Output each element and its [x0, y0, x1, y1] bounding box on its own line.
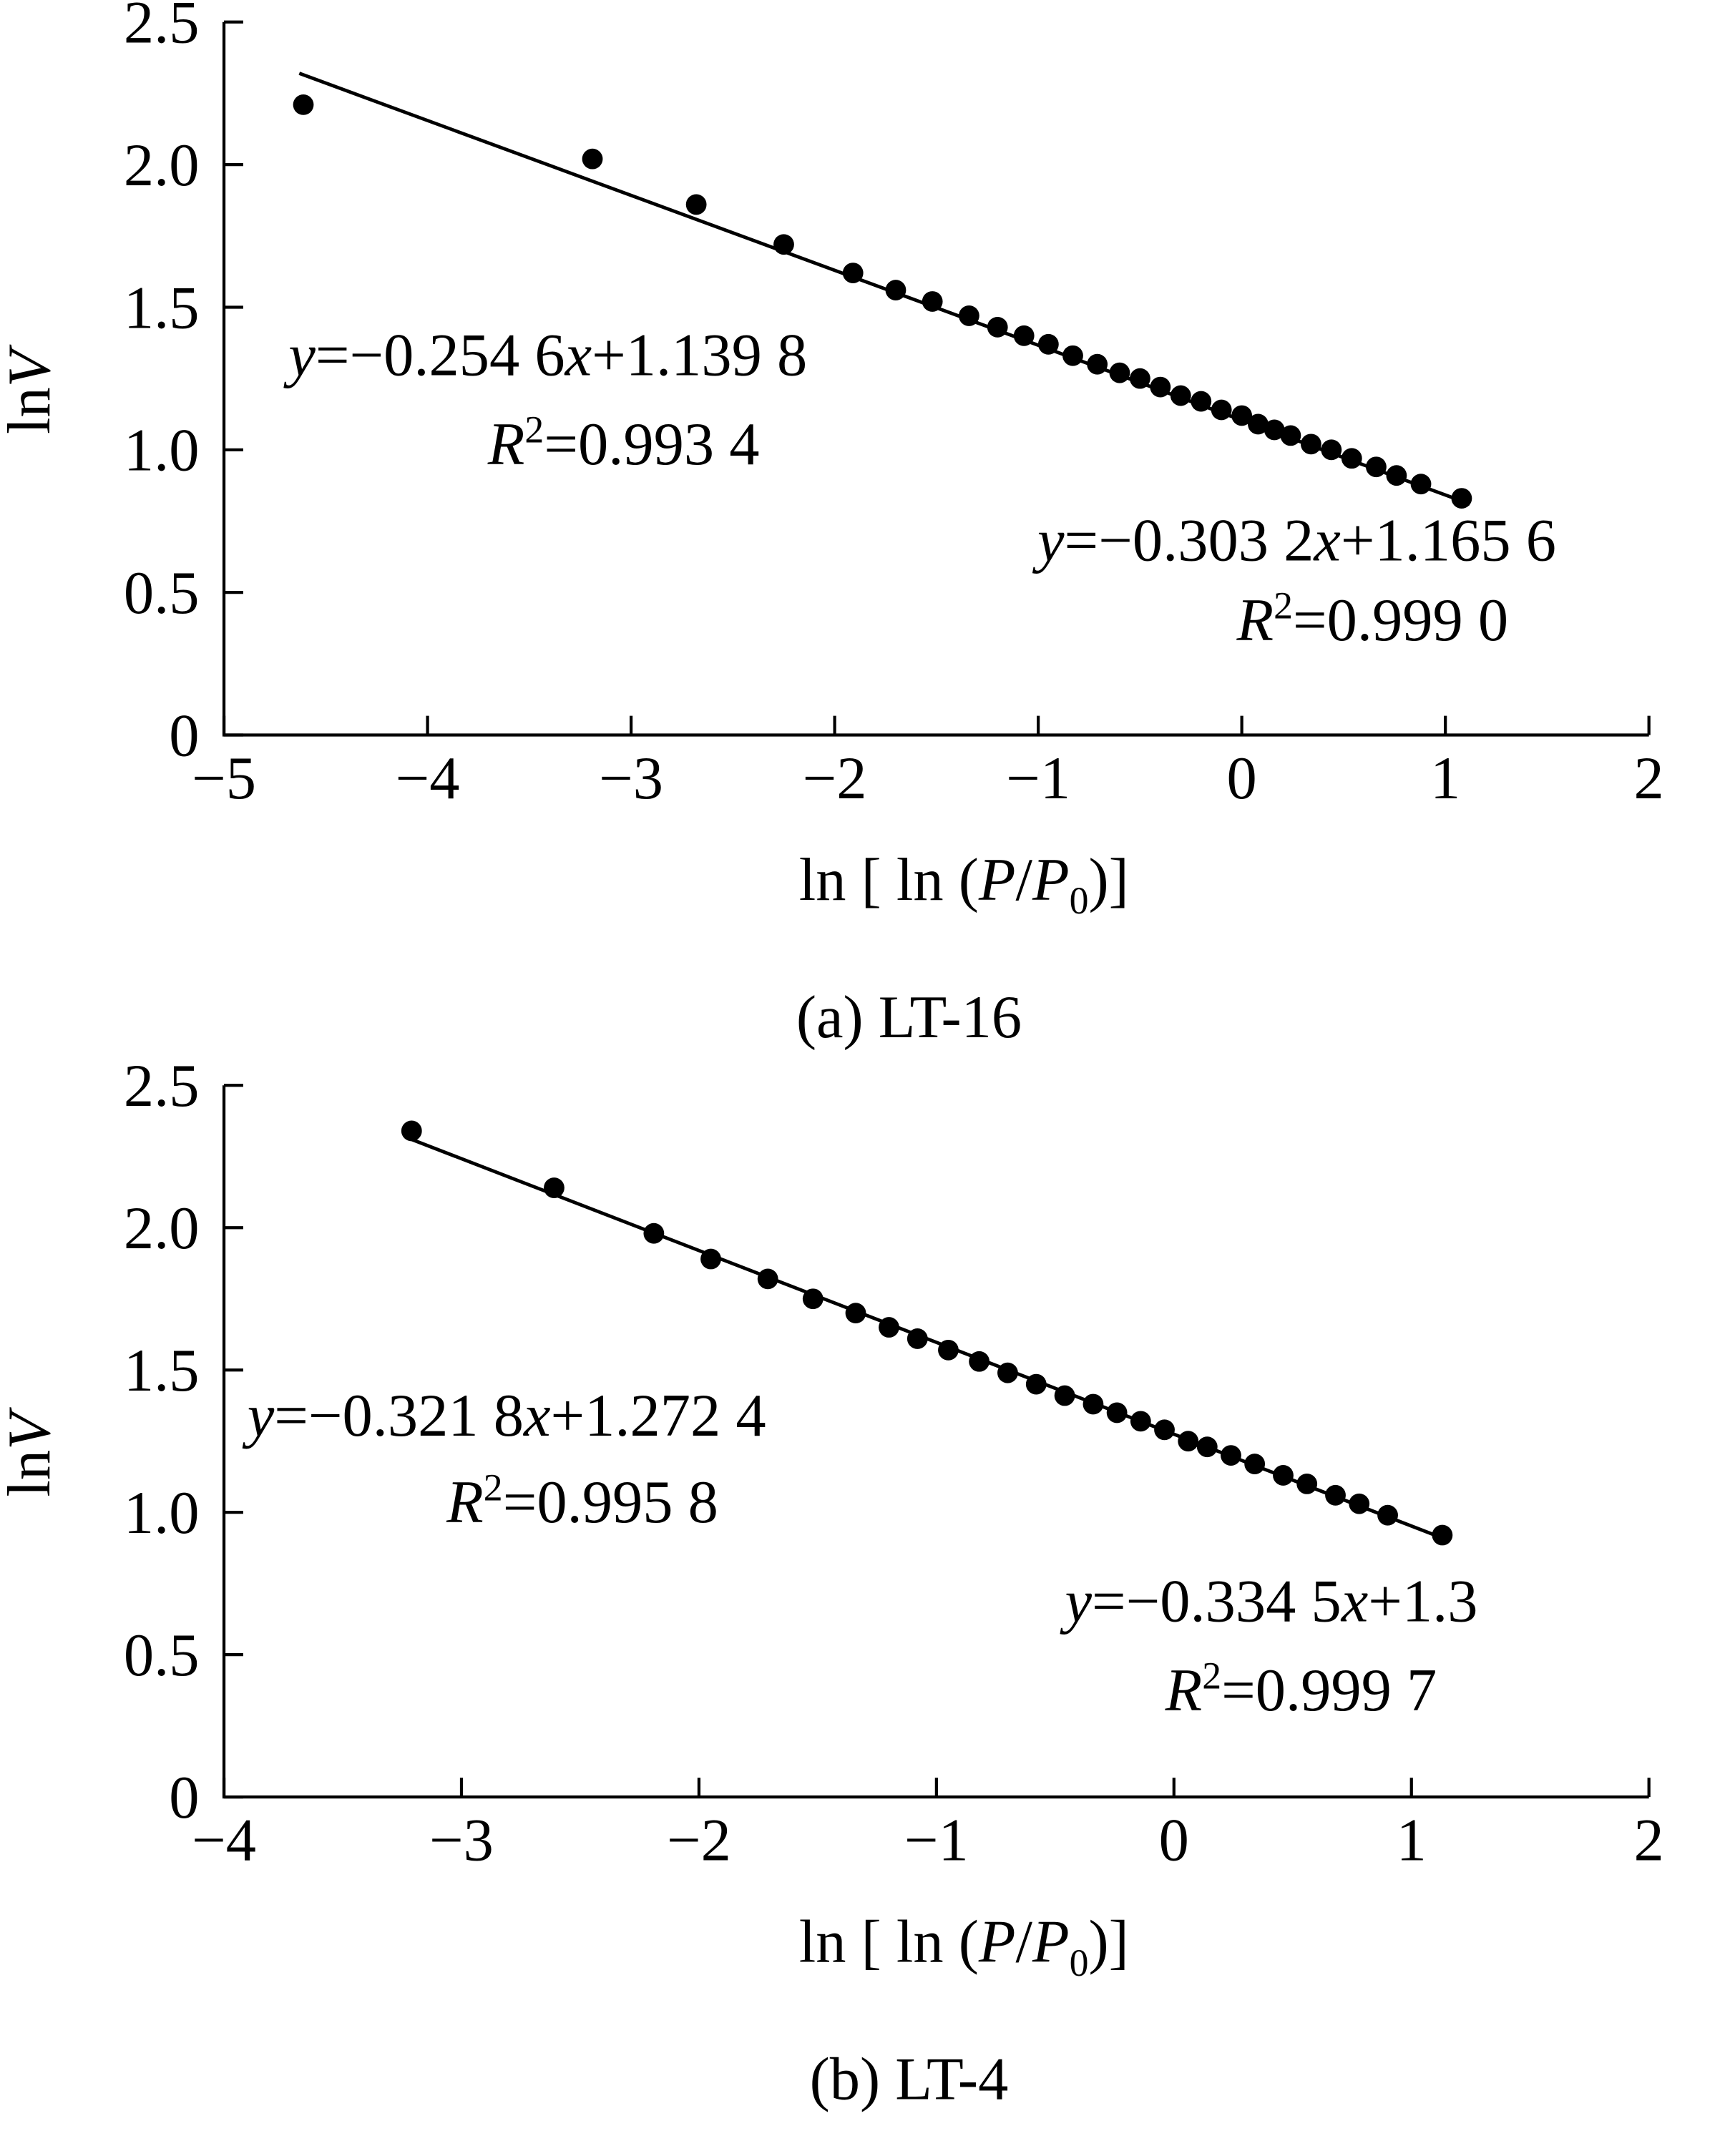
text-part: +1.3 [1368, 1568, 1477, 1635]
x-tick-label: 0 [1159, 1807, 1189, 1873]
annotation: R2=0.995 8 [446, 1466, 718, 1536]
x-tick-label: 0 [1227, 745, 1257, 812]
text-part: R [446, 1469, 484, 1536]
text-part: =−0.303 2 [1065, 508, 1314, 574]
x-tick-label: −4 [192, 1807, 256, 1873]
text-part: / [1016, 1909, 1033, 1976]
text-part: R [487, 411, 525, 478]
y-tick-label: 0.5 [124, 1622, 200, 1689]
annotation: R2=0.999 0 [1236, 584, 1509, 654]
x-axis-label: ln [ ln (P/P0)] [799, 847, 1129, 922]
y-tick-label: 1.5 [124, 1338, 200, 1404]
x-tick-label: −3 [599, 745, 663, 812]
y-tick-label: 2.5 [124, 0, 200, 57]
y-tick-label: 2.0 [124, 1195, 200, 1262]
caption: (b) LT-4 [810, 2047, 1009, 2113]
text-part: V [0, 344, 63, 387]
y-tick-label: 1.0 [124, 1480, 200, 1547]
text-part: ln [ ln ( [799, 1909, 979, 1976]
caption: (a) LT-16 [796, 984, 1022, 1051]
x-tick-label: −4 [396, 745, 460, 812]
text-part: 2 [1274, 584, 1293, 627]
y-tick-label: 2.5 [124, 1053, 200, 1119]
text-part: y [1032, 508, 1065, 574]
x-tick-label: −1 [1006, 745, 1070, 812]
y-tick-label: 0 [169, 1765, 199, 1831]
text-part: +1.272 4 [551, 1383, 766, 1449]
x-tick-label: 2 [1634, 1807, 1664, 1873]
text-part: y [1059, 1568, 1092, 1635]
text-part: 0 [1070, 1941, 1089, 1984]
x-tick-label: −5 [192, 745, 256, 812]
text-part: 2 [524, 408, 544, 451]
data-point [401, 1120, 422, 1142]
data-point [582, 148, 603, 170]
x-tick-label: −3 [429, 1807, 494, 1873]
fit-line [411, 1137, 1443, 1540]
text-part: ln [ ln ( [799, 847, 979, 913]
text-part: =0.999 7 [1221, 1657, 1437, 1724]
x-tick-label: 1 [1397, 1807, 1427, 1873]
text-part: +1.165 6 [1341, 508, 1556, 574]
annotation: R2=0.999 7 [1165, 1654, 1437, 1724]
x-tick-label: −1 [904, 1807, 969, 1873]
y-tick-label: 0 [169, 702, 199, 769]
x-tick-label: −2 [803, 745, 867, 812]
text-part: P [978, 1909, 1016, 1976]
data-point [1432, 1524, 1453, 1546]
fit-line [298, 72, 1471, 506]
text-part: R [1165, 1657, 1203, 1724]
text-part: +1.139 8 [592, 322, 807, 388]
x-tick-label: 1 [1430, 745, 1460, 812]
text-part: )] [1089, 847, 1129, 913]
text-part: =−0.321 8 [274, 1383, 524, 1449]
text-part: x [522, 1383, 551, 1449]
data-point [685, 194, 707, 215]
annotation: y=−0.254 6x+1.139 8 [283, 322, 807, 388]
x-tick-label: 2 [1634, 745, 1664, 812]
annotation: y=−0.303 2x+1.165 6 [1032, 508, 1556, 574]
text-part: =0.995 8 [503, 1469, 718, 1536]
text-part: ln [0, 1450, 63, 1497]
text-part: =0.993 4 [544, 411, 759, 478]
text-part: y [242, 1383, 275, 1449]
y-tick-label: 1.5 [124, 275, 200, 341]
text-part: x [564, 322, 592, 388]
y-axis-label: lnV [0, 344, 63, 434]
y-tick-label: 2.0 [124, 132, 200, 199]
text-part: =0.999 0 [1293, 587, 1508, 654]
y-tick-label: 1.0 [124, 418, 200, 484]
text-part: P [978, 847, 1016, 913]
text-part: y [283, 322, 316, 388]
y-axis-label: lnV [0, 1407, 63, 1497]
text-part: x [1312, 508, 1341, 574]
text-part: P [1032, 847, 1070, 913]
text-part: =−0.254 6 [316, 322, 565, 388]
text-part: x [1340, 1568, 1369, 1635]
text-part: )] [1089, 1909, 1129, 1976]
y-tick-label: 0.5 [124, 560, 200, 627]
text-part: 0 [1070, 879, 1089, 922]
annotation: R2=0.993 4 [487, 408, 760, 478]
text-part: V [0, 1407, 63, 1450]
annotation: y=−0.321 8x+1.272 4 [242, 1383, 766, 1449]
text-part: 2 [484, 1466, 503, 1509]
data-point [293, 94, 314, 115]
text-part: ln [0, 387, 63, 434]
text-part: R [1236, 587, 1274, 654]
text-part: =−0.334 5 [1092, 1568, 1342, 1635]
x-axis-label: ln [ ln (P/P0)] [799, 1909, 1129, 1984]
text-part: P [1032, 1909, 1070, 1976]
x-tick-label: −2 [667, 1807, 731, 1873]
annotation: y=−0.334 5x+1.3 [1059, 1568, 1477, 1635]
text-part: 2 [1202, 1654, 1221, 1697]
text-part: / [1016, 847, 1033, 913]
